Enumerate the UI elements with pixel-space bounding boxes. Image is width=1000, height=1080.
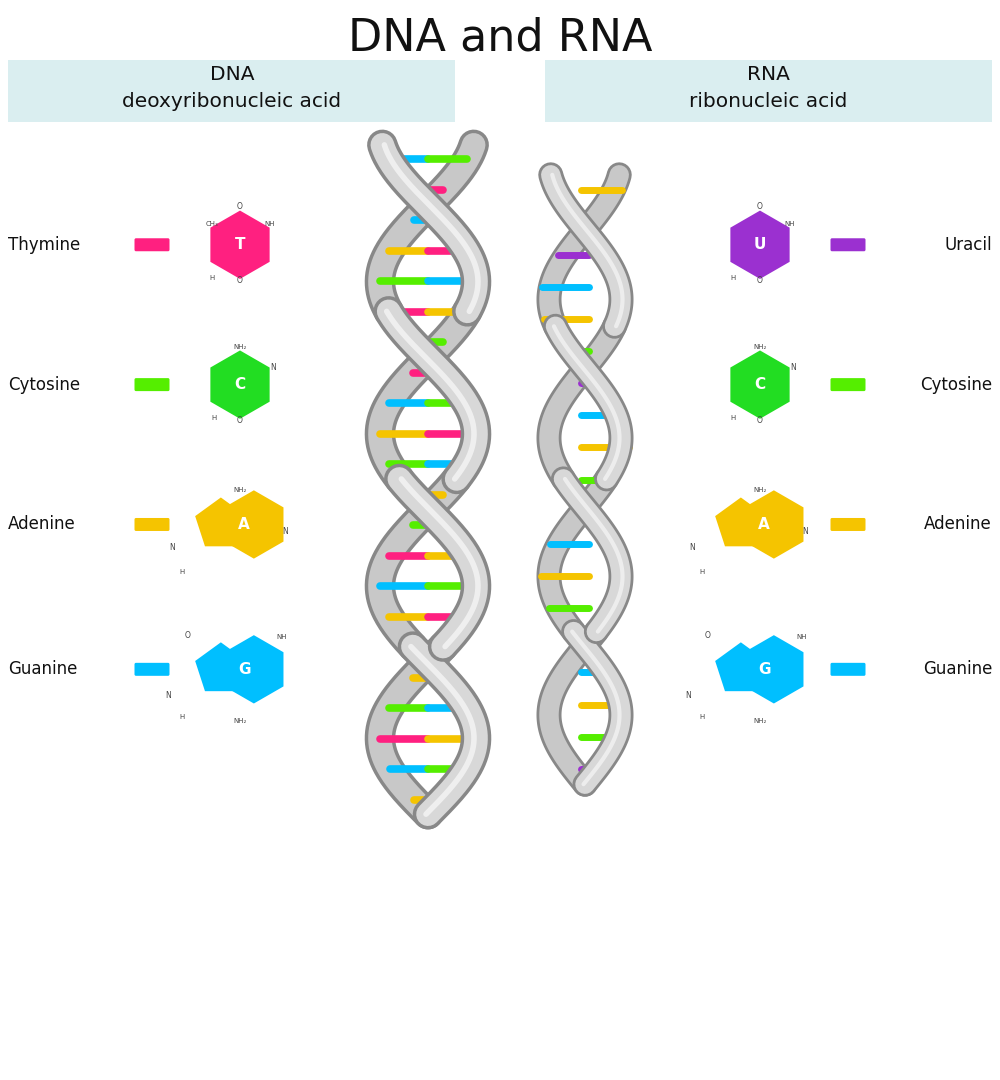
Polygon shape [225,491,282,557]
Text: NH₂: NH₂ [233,718,247,725]
Polygon shape [211,352,269,418]
Text: Guanine: Guanine [923,660,992,678]
Text: NH: NH [265,220,275,227]
Text: O: O [237,276,243,285]
Polygon shape [731,212,789,278]
Text: N: N [270,363,276,373]
Text: DNA and RNA: DNA and RNA [348,16,652,59]
Polygon shape [731,352,789,418]
Text: CH₃: CH₃ [206,220,218,227]
Text: O: O [237,416,243,426]
Text: NH: NH [797,634,807,640]
Text: Adenine: Adenine [924,515,992,534]
Text: Cytosine: Cytosine [8,376,80,393]
Text: H: H [211,415,217,420]
FancyBboxPatch shape [830,663,865,676]
Text: N: N [790,363,796,373]
Text: G: G [238,662,250,677]
Text: H: H [209,274,215,281]
Text: U: U [754,238,766,253]
Text: C: C [754,377,766,392]
FancyBboxPatch shape [545,59,992,122]
Text: NH₂: NH₂ [753,486,767,492]
Text: NH: NH [785,220,795,227]
Text: O: O [705,631,711,639]
FancyBboxPatch shape [135,518,170,531]
Polygon shape [745,491,802,557]
Text: N: N [689,543,695,552]
Text: O: O [185,631,191,639]
Text: NH₂: NH₂ [753,343,767,350]
Text: DNA
deoxyribonucleic acid: DNA deoxyribonucleic acid [122,65,342,110]
Polygon shape [716,644,765,690]
Polygon shape [196,499,245,545]
FancyBboxPatch shape [830,239,865,252]
Text: N: N [802,527,808,536]
Text: VectorStock.com/42294554: VectorStock.com/42294554 [734,1032,945,1047]
Text: O: O [757,202,763,212]
FancyBboxPatch shape [135,378,170,391]
Text: Adenine: Adenine [8,515,76,534]
Polygon shape [716,499,765,545]
FancyBboxPatch shape [135,239,170,252]
Polygon shape [225,636,282,702]
FancyBboxPatch shape [8,59,455,122]
Text: NH: NH [277,634,287,640]
Text: G: G [758,662,770,677]
Text: H: H [730,415,736,420]
Text: A: A [238,517,250,532]
Text: RNA
ribonucleic acid: RNA ribonucleic acid [689,65,847,110]
Text: Thymine: Thymine [8,235,80,254]
Polygon shape [196,644,245,690]
Text: N: N [685,691,691,700]
Polygon shape [745,636,802,702]
Text: Cytosine: Cytosine [920,376,992,393]
Polygon shape [211,212,269,278]
Text: O: O [757,416,763,426]
Text: O: O [757,276,763,285]
Text: T: T [235,238,245,253]
Text: H: H [179,569,185,576]
Text: A: A [758,517,770,532]
Text: Guanine: Guanine [8,660,77,678]
Text: N: N [169,543,175,552]
FancyBboxPatch shape [830,518,865,531]
Text: H: H [730,274,736,281]
Text: NH₂: NH₂ [753,718,767,725]
Text: NH₂: NH₂ [233,486,247,492]
Text: H: H [699,714,705,720]
Text: N: N [282,527,288,536]
Text: H: H [179,714,185,720]
Text: Uracil: Uracil [944,235,992,254]
Text: C: C [234,377,246,392]
Text: O: O [237,202,243,212]
Text: N: N [165,691,171,700]
FancyBboxPatch shape [830,378,865,391]
FancyBboxPatch shape [135,663,170,676]
Text: NH₂: NH₂ [233,343,247,350]
Text: VectorStock®: VectorStock® [55,1030,195,1049]
Text: H: H [699,569,705,576]
